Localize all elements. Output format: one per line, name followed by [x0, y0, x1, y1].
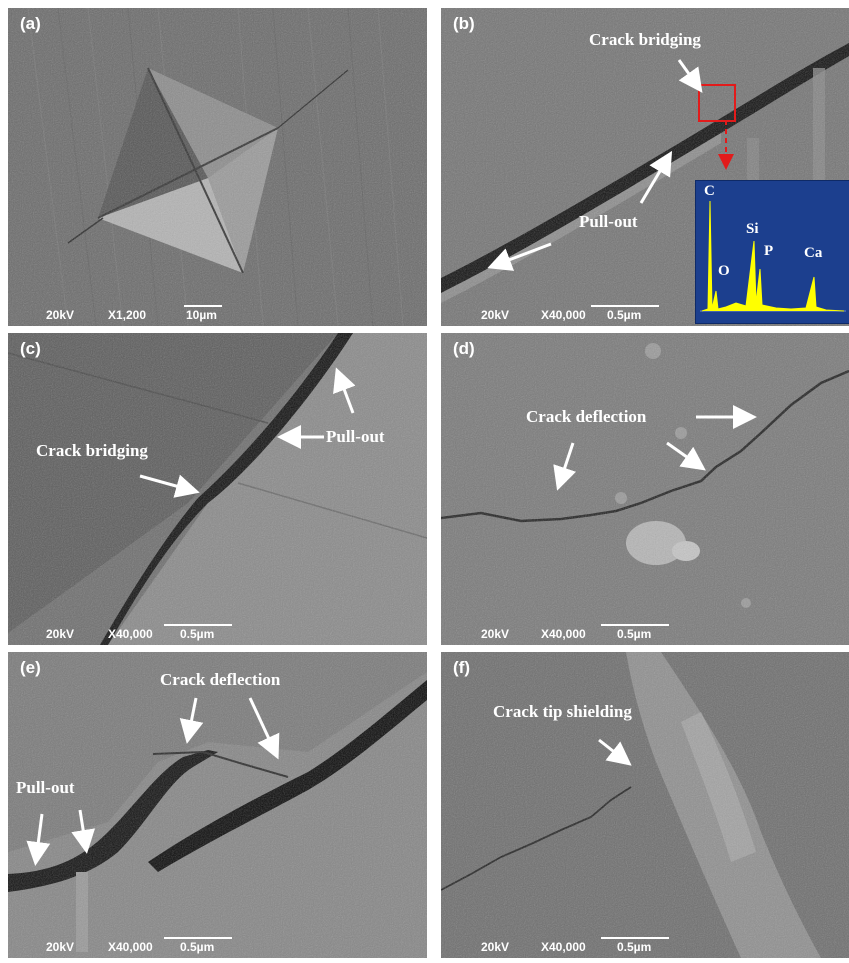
sem-image-d — [441, 333, 849, 645]
scale-bar — [591, 305, 659, 307]
panel-label: (d) — [453, 339, 475, 358]
highlight-box — [698, 84, 736, 122]
magnification: X40,000 — [108, 627, 153, 641]
sem-image-e — [8, 652, 427, 958]
panel-label: (c) — [20, 339, 41, 358]
panel-label: (e) — [20, 658, 41, 677]
scale-bar — [164, 624, 232, 626]
annotation-pull-out: Pull-out — [16, 778, 75, 797]
sem-image-c — [8, 333, 427, 645]
panel-label: (a) — [20, 14, 41, 33]
annotation-pull-out: Pull-out — [326, 427, 385, 446]
panel-a: (a) 20kV X1,200 10µm — [8, 8, 427, 326]
annotation-pull-out: Pull-out — [579, 212, 638, 231]
magnification: X40,000 — [541, 940, 586, 954]
peak-label: O — [718, 263, 730, 279]
scale-bar — [601, 624, 669, 626]
accelerating-voltage: 20kV — [481, 308, 510, 322]
scale-length: 0.5µm — [180, 940, 215, 954]
accelerating-voltage: 20kV — [481, 940, 510, 954]
sem-image-a — [8, 8, 427, 326]
panel-b: (b) Crack bridging Pull-out C O Si P Ca … — [441, 8, 849, 326]
annotation-crack-deflection: Crack deflection — [526, 407, 647, 426]
annotation-crack-bridging: Crack bridging — [589, 30, 701, 49]
accelerating-voltage: 20kV — [46, 627, 75, 641]
scale-length: 10µm — [186, 308, 217, 322]
magnification: X40,000 — [541, 627, 586, 641]
panel-e: (e) Crack deflection Pull-out 20kV X40,0… — [8, 652, 427, 958]
magnification: X40,000 — [108, 940, 153, 954]
scale-length: 0.5µm — [180, 627, 215, 641]
peak-label: Ca — [804, 245, 823, 261]
accelerating-voltage: 20kV — [46, 308, 75, 322]
sem-image-f — [441, 652, 849, 958]
annotation-crack-bridging: Crack bridging — [36, 441, 148, 460]
eds-spectrum-inset: C O Si P Ca — [695, 180, 849, 324]
eds-spectrum — [700, 200, 846, 312]
scale-bar — [184, 305, 222, 307]
panel-c: (c) Crack bridging Pull-out 20kV X40,000… — [8, 333, 427, 645]
accelerating-voltage: 20kV — [46, 940, 75, 954]
magnification: X1,200 — [108, 308, 147, 322]
scale-bar — [164, 937, 232, 939]
peak-label: Si — [746, 221, 759, 237]
scale-length: 0.5µm — [617, 627, 652, 641]
accelerating-voltage: 20kV — [481, 627, 510, 641]
peak-label: P — [764, 243, 774, 259]
peak-label: C — [704, 183, 715, 199]
annotation-crack-tip-shielding: Crack tip shielding — [493, 702, 632, 721]
scale-bar — [601, 937, 669, 939]
panel-label: (f) — [453, 658, 470, 677]
scale-length: 0.5µm — [607, 308, 642, 322]
panel-label: (b) — [453, 14, 475, 33]
annotation-crack-deflection: Crack deflection — [160, 670, 281, 689]
panel-f: (f) Crack tip shielding 20kV X40,000 0.5… — [441, 652, 849, 958]
panel-d: (d) Crack deflection 20kV X40,000 0.5µm — [441, 333, 849, 645]
scale-length: 0.5µm — [617, 940, 652, 954]
magnification: X40,000 — [541, 308, 586, 322]
